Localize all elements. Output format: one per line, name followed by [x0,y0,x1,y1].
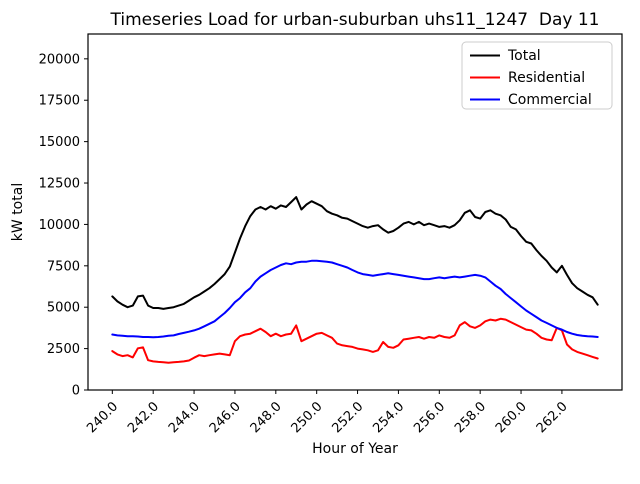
plot-border [87,33,623,391]
y-tick-label: 2500 [47,342,80,357]
commercial-line [111,259,599,339]
y-tick-label: 7500 [47,259,80,274]
y-axis-label: kW total [10,183,26,241]
y-axis-ticks: 0 2500 5000 7500 10000 12500 15000 17500 20000 [39,52,88,399]
y-tick-label: 12500 [39,177,80,192]
y-tick-label: 20000 [39,52,80,67]
legend-label-total: Total [507,48,541,64]
legend-label-commercial: Commercial [508,92,592,108]
chart-title: Timeseries Load for urban-suburban uhs11… [110,10,600,30]
y-tick-label: 17500 [39,94,80,109]
legend-frame [461,41,613,110]
data-series [111,196,599,364]
legend-label-residential: Residential [508,70,585,86]
total-line [111,196,599,310]
x-axis-label: Hour of Year [312,441,398,457]
y-tick-label: 5000 [47,301,80,316]
y-tick-label: 0 [72,384,80,399]
legend: Total Residential Commercial [461,41,613,110]
y-tick-label: 10000 [39,218,80,233]
residential-line [111,317,599,364]
y-tick-label: 15000 [39,135,80,150]
